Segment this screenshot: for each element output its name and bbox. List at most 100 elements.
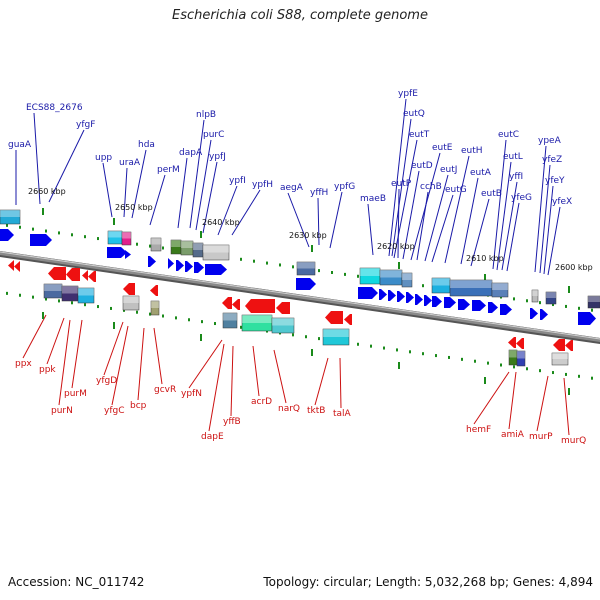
forward-gene-label: yfeZ [542,155,562,165]
tick-dot [422,284,424,288]
forward-gene-arrow [125,250,131,259]
forward-leader-line [131,149,147,219]
forward-gene-label: eutJ [440,165,457,175]
reverse-gene-label: ppx [15,359,32,369]
gene-box-shine [151,301,159,308]
tick-major [42,208,44,215]
reverse-leader-line [339,357,342,409]
tick-dot [318,337,320,341]
tick-major [311,245,313,252]
tick-major [311,349,313,356]
tick-dot [279,263,281,267]
forward-gene-label: eutQ [403,109,425,119]
forward-leader-line [539,164,551,274]
scale-label: 2650 kbp [115,203,153,212]
forward-gene-label: yfgF [76,120,95,130]
reverse-gene-arrow [8,260,14,271]
forward-gene-label: yfeG [511,193,532,203]
gene-box-shine [450,280,492,288]
reverse-gene-arrow [553,339,565,351]
scale-label: 2640 kbp [202,218,240,227]
forward-leader-line [367,203,374,256]
reverse-gene-label: purN [51,406,73,416]
gene-box-shine [380,270,402,278]
forward-gene-box [202,244,230,261]
scale-label: 2630 kbp [289,231,327,240]
tick-dot [32,227,34,231]
reverse-gene-arrow [508,337,516,348]
reverse-gene-label: acrD [251,397,272,407]
gene-box-shine [272,318,294,326]
gene-box-shine [323,329,349,337]
forward-gene-arrow [185,261,193,272]
forward-leader-line [444,155,470,264]
reverse-leader-line [208,343,225,432]
gene-box-shine [62,286,78,294]
gene-box-shine [588,296,600,302]
reverse-gene-arrow [276,302,290,314]
reverse-gene-arrow [222,297,232,309]
scale-label: 2660 kbp [28,187,66,196]
forward-gene-label: uraA [119,158,141,168]
gene-box-shine [532,290,538,296]
reverse-leader-line [563,377,570,436]
forward-leader-line [492,139,507,270]
forward-gene-label: hda [138,140,155,150]
accession-label: Accession: NC_011742 [8,575,145,589]
forward-gene-label: eutT [409,130,430,140]
forward-leader-line [231,189,261,236]
forward-gene-label: eutP [391,179,412,189]
forward-leader-line [287,192,310,248]
reverse-gene-label: murQ [561,436,586,446]
tick-dot [318,269,320,273]
reverse-leader-line [111,325,129,406]
tick-major [568,388,570,395]
tick-major [113,218,115,225]
forward-leader-line [123,167,128,218]
forward-leader-line [506,202,520,272]
tick-dot [539,301,541,305]
forward-leader-line [177,157,188,229]
tick-dot [292,265,294,269]
forward-leader-line [416,191,429,261]
tick-dot [32,295,34,299]
tick-dot [175,316,177,320]
tick-dot [591,376,593,380]
forward-gene-label: aegA [280,183,304,193]
gene-box-shine [78,288,94,296]
reverse-gene-label: hemF [466,425,491,435]
reverse-gene-box [516,350,526,367]
forward-gene-arrow [0,229,14,241]
reverse-gene-arrow [516,338,524,349]
forward-gene-arrow [415,294,423,305]
tick-dot [552,303,554,307]
forward-leader-line [202,161,218,234]
forward-gene-arrow [472,300,486,311]
forward-gene-label: ypfE [398,89,418,99]
reverse-gene-arrow [88,271,96,282]
tick-major [200,231,202,238]
gene-box-shine [492,283,508,290]
forward-gene-label: eutB [481,189,502,199]
tick-dot [422,352,424,356]
tick-dot [123,308,125,312]
forward-gene-arrow [176,260,184,271]
reverse-gene-arrow [232,299,240,310]
gene-box-shine [546,292,556,298]
forward-leader-line [149,174,166,226]
gene-box-shine [297,262,315,269]
tick-dot [45,229,47,233]
forward-gene-arrow [168,258,174,269]
tick-major [200,334,202,341]
forward-gene-arrow [432,296,442,307]
forward-gene-arrow [30,234,52,246]
tick-dot [162,246,164,250]
tick-dot [214,322,216,326]
forward-leader-line [534,145,547,273]
reverse-gene-label: talA [333,409,352,419]
tick-dot [370,344,372,348]
tick-dot [45,297,47,301]
reverse-leader-line [536,375,549,432]
tick-dot [500,363,502,367]
